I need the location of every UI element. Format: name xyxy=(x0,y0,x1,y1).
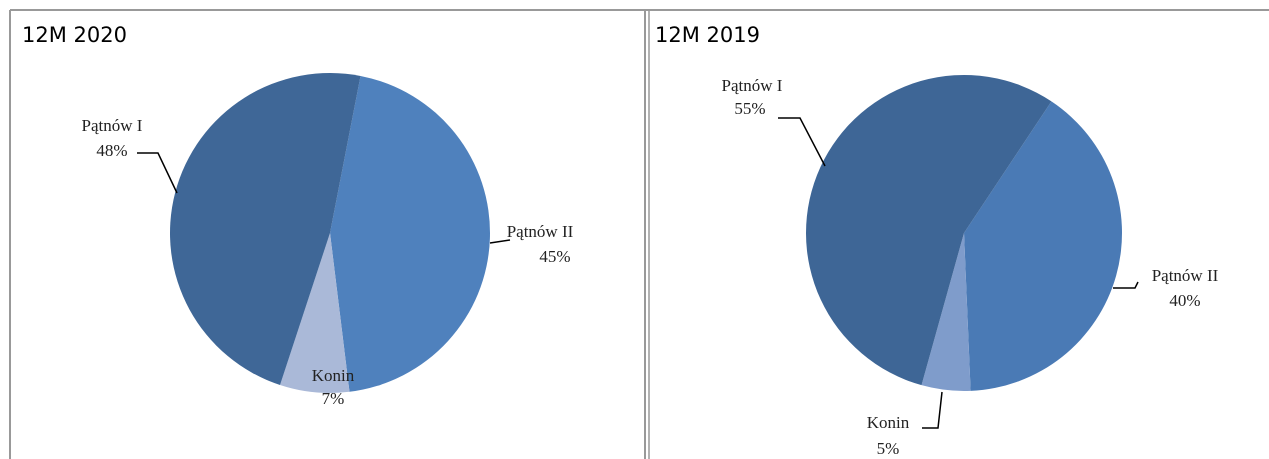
pie-slice xyxy=(330,75,490,392)
pie-slice xyxy=(921,233,971,392)
category-label: Pątnów II xyxy=(507,222,574,241)
chart-title: 12M 2019 xyxy=(655,23,760,47)
value-label: 7% xyxy=(322,389,345,408)
pie-slice xyxy=(964,101,1123,391)
category-label: Konin xyxy=(867,413,910,432)
leader-line xyxy=(137,152,178,194)
chart-title: 12M 2020 xyxy=(22,23,127,47)
pie-slice xyxy=(169,72,361,385)
leader-line xyxy=(1113,281,1139,289)
leader-line xyxy=(922,391,943,429)
pie-slice xyxy=(806,75,1052,386)
value-label: 45% xyxy=(539,247,570,266)
value-label: 55% xyxy=(734,99,765,118)
category-label: Pątnów I xyxy=(722,76,783,95)
value-label: 48% xyxy=(96,141,127,160)
value-label: 5% xyxy=(877,439,900,458)
category-label: Konin xyxy=(312,366,355,385)
category-label: Pątnów II xyxy=(1152,266,1219,285)
category-label: Pątnów I xyxy=(82,116,143,135)
value-label: 40% xyxy=(1169,291,1200,310)
pie-slice xyxy=(280,233,350,393)
leader-line xyxy=(778,117,826,167)
leader-line xyxy=(489,239,511,244)
